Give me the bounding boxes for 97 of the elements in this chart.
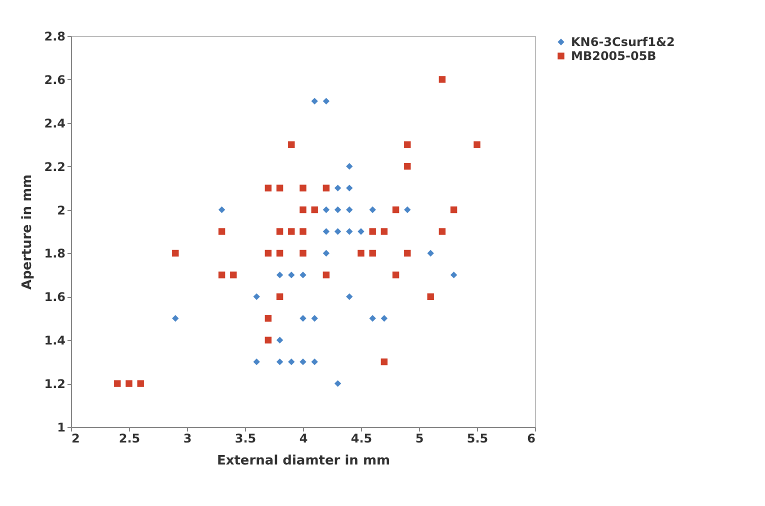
legend-label: KN6-3Csurf1&2 <box>571 35 675 49</box>
y-tick-label: 2.6 <box>44 72 66 87</box>
point <box>474 141 480 148</box>
point <box>253 293 260 300</box>
point <box>276 250 284 257</box>
point <box>276 336 284 344</box>
point <box>288 272 295 278</box>
point <box>369 228 376 235</box>
point <box>438 228 446 235</box>
point <box>322 228 330 235</box>
point <box>438 76 446 83</box>
point <box>369 206 376 214</box>
point <box>253 358 260 366</box>
point <box>369 315 376 322</box>
point <box>311 358 318 366</box>
x-tick-label: 4 <box>299 432 308 446</box>
point <box>172 315 179 322</box>
legend-label: MB2005-05B <box>571 49 656 63</box>
point <box>380 358 388 366</box>
y-tick-label: 1.2 <box>44 377 66 392</box>
point <box>346 293 353 300</box>
point <box>404 206 411 214</box>
point <box>300 315 306 322</box>
x-tick-label: 3 <box>183 432 192 446</box>
point <box>264 250 272 257</box>
point <box>300 250 306 257</box>
point <box>358 228 364 235</box>
point <box>276 358 284 366</box>
point <box>322 272 330 278</box>
x-tick-label: 3.5 <box>234 432 256 446</box>
point <box>311 315 318 322</box>
point <box>334 206 342 214</box>
point <box>230 272 237 278</box>
point <box>392 206 400 214</box>
point <box>380 228 388 235</box>
point <box>288 228 295 235</box>
point <box>427 250 434 257</box>
point <box>137 380 144 387</box>
point <box>218 272 226 278</box>
y-tick-label: 2.4 <box>44 116 66 130</box>
point <box>172 250 179 257</box>
point <box>300 184 306 192</box>
point <box>264 184 272 192</box>
y-axis-title: Aperture in mm <box>20 174 36 290</box>
point <box>276 272 284 278</box>
point <box>334 228 342 235</box>
y-tick-label: 2.8 <box>44 30 66 44</box>
point <box>311 206 318 214</box>
x-tick-label: 2.5 <box>118 432 140 446</box>
point <box>346 206 353 214</box>
point <box>322 206 330 214</box>
point <box>300 206 306 214</box>
point <box>346 228 353 235</box>
point <box>264 336 272 344</box>
point <box>218 206 226 214</box>
y-tick-label: 2.2 <box>44 160 66 174</box>
x-tick-label: 5 <box>415 432 424 446</box>
point <box>450 272 458 278</box>
point <box>288 358 295 366</box>
point <box>369 250 376 257</box>
point <box>322 250 330 257</box>
y-tick-label: 1 <box>57 420 66 434</box>
point <box>346 162 353 170</box>
x-tick-label: 4.5 <box>350 432 372 446</box>
point <box>218 228 226 235</box>
point <box>427 293 434 300</box>
y-tick-label: 1.8 <box>44 246 66 261</box>
point <box>264 315 272 322</box>
point <box>276 228 284 235</box>
x-tick-label: 5.5 <box>466 432 488 446</box>
point <box>114 380 121 387</box>
point <box>276 184 284 192</box>
x-tick-label: 6 <box>527 432 536 446</box>
point <box>404 162 411 170</box>
point <box>322 184 330 192</box>
point <box>450 206 458 214</box>
y-tick-label: 2 <box>57 203 66 218</box>
y-tick-label: 1.4 <box>44 334 66 348</box>
point <box>276 293 284 300</box>
point <box>334 184 342 192</box>
point <box>346 184 353 192</box>
point <box>392 272 400 278</box>
point <box>311 98 318 105</box>
x-tick-label: 2 <box>72 432 80 446</box>
point <box>334 380 342 387</box>
y-tick-label: 1.6 <box>44 290 66 304</box>
point <box>404 141 411 148</box>
point <box>300 358 306 366</box>
point <box>288 141 295 148</box>
point <box>358 250 364 257</box>
point <box>300 228 306 235</box>
point <box>404 250 411 257</box>
point <box>126 380 132 387</box>
point <box>380 315 388 322</box>
x-axis-title: External diamter in mm <box>216 454 390 468</box>
point <box>322 98 330 105</box>
point <box>300 272 306 278</box>
